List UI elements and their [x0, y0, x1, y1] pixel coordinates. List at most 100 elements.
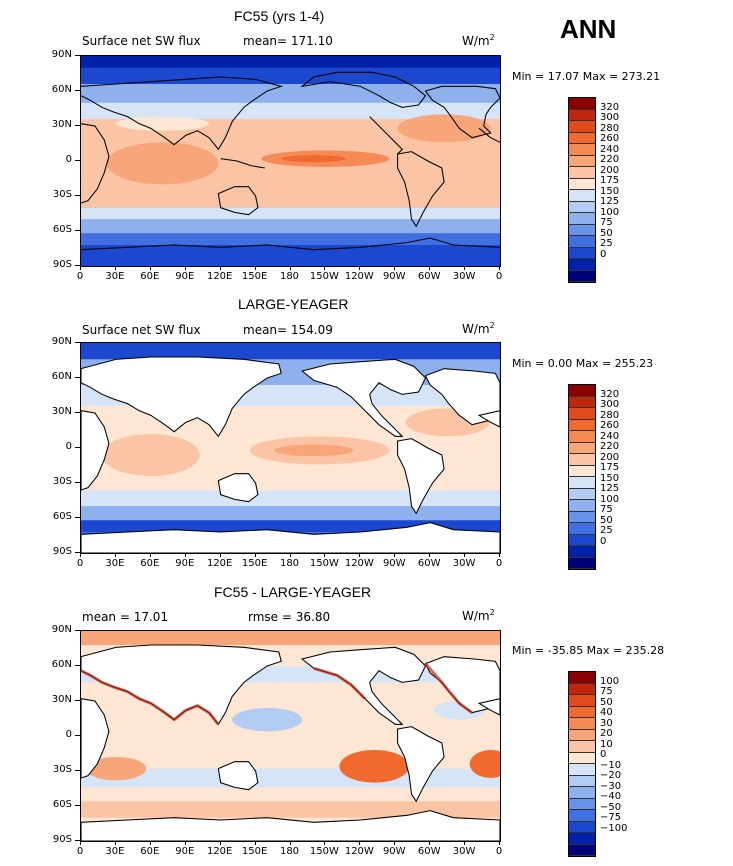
panel-3-lon-tick-mark — [289, 841, 291, 845]
panel-1-colorbar-boxes — [568, 97, 596, 283]
panel-3-lon-tick-label: 120W — [344, 846, 374, 857]
panel-3-lat-tick-label: 90N — [51, 624, 72, 635]
panel-2-title: LARGE-YEAGER — [238, 296, 349, 312]
panel-1-lat-tick-mark — [75, 265, 80, 266]
panel-3-colorbar-label: −50 — [600, 801, 622, 813]
panel-2-lat-tick-mark — [75, 482, 80, 483]
panel-2-lon-tick-label: 120W — [344, 558, 374, 569]
panel-1-antarctic-band — [81, 245, 500, 266]
panel-2-lon-tick-mark — [324, 553, 326, 557]
panel-3-lat-tick-mark — [75, 700, 80, 701]
panel-3-lat-tick-mark — [75, 630, 80, 631]
panel-3-lon-tick-mark — [499, 841, 500, 845]
panel-2-lat-tick-mark — [75, 412, 80, 413]
colorbar-swatch — [569, 764, 595, 776]
panel-3-lon-tick-mark — [219, 841, 221, 845]
panel-2-colorbar-label: 200 — [600, 451, 620, 463]
panel-2-indian-ocean-maximum — [101, 434, 200, 476]
panel-1-lat-tick-label: 90S — [52, 259, 72, 270]
panel-3-arctic-band — [81, 631, 500, 645]
panel-2-colorbar-label: 240 — [600, 430, 620, 442]
panel-1-coast-antarctica — [81, 237, 500, 251]
panel-2-mean-label: mean= 154.09 — [243, 323, 333, 337]
panel-2-lat-tick-label: 0 — [65, 441, 72, 452]
panel-2-lat-tick-mark — [75, 517, 80, 518]
panel-2-colorbar-label: 150 — [600, 472, 620, 484]
panel-1-south-midlat-band — [81, 219, 500, 234]
season-label: ANN — [560, 14, 617, 44]
panel-3-map-svg — [81, 631, 500, 841]
panel-3-colorbar-label: 20 — [600, 728, 613, 739]
panel-3-lon-tick-label: 0 — [495, 846, 503, 857]
panel-3-lon-tick-label: 120E — [206, 846, 233, 857]
panel-1-lon-tick-label: 30W — [452, 271, 476, 282]
panel-3-lon-tick-label: 150E — [241, 846, 268, 857]
colorbar-swatch — [569, 224, 595, 236]
panel-1-middle-east-band — [115, 116, 210, 131]
panel-3-coastal-positive-edges — [81, 662, 473, 726]
panel-1-colorbar-label: 25 — [600, 238, 613, 249]
panel-2-lat-tick-mark — [75, 342, 80, 343]
panel-1-colorbar-label: 300 — [600, 112, 620, 123]
panel-1-mean-label: mean= 171.10 — [243, 34, 333, 48]
panel-1-colorbar-label: 320 — [600, 101, 620, 113]
panel-1-lon-tick-mark — [499, 266, 500, 270]
panel-1-lat-tick-label: 30N — [51, 119, 72, 130]
panel-1-colorbar-label: 75 — [600, 217, 613, 228]
panel-3-lon-tick-label: 30E — [105, 846, 125, 857]
panel-2-lon-tick-mark — [499, 553, 500, 557]
panel-1-lat-tick-label: 0 — [65, 154, 72, 165]
colorbar-swatch — [569, 213, 595, 225]
panel-2-lon-tick-label: 180 — [279, 558, 300, 569]
panel-2-land-north-america — [300, 358, 427, 437]
panel-2-pacific-core — [274, 444, 354, 457]
panel-2-colorbar-label: 320 — [600, 388, 620, 400]
panel-2-lon-tick-label: 150E — [241, 558, 268, 569]
panel-1-lat-tick-mark — [75, 160, 80, 161]
panel-2-lon-tick-label: 150W — [309, 558, 339, 569]
panel-2-lon-tick-mark — [394, 553, 396, 557]
panel-1-lat-tick-mark — [75, 55, 80, 56]
colorbar-swatch — [569, 488, 595, 500]
panel-2-lon-tick-mark — [149, 553, 151, 557]
panel-1-lon-tick-mark — [219, 266, 221, 270]
panel-1-colorbar-label: 50 — [600, 227, 613, 239]
panel-1-colorbar-label: 100 — [600, 206, 620, 218]
colorbar-swatch — [569, 259, 595, 271]
panel-2-lon-tick-label: 0 — [495, 558, 503, 569]
panel-1-units: W/m2 — [462, 33, 495, 48]
panel-3-colorbar-label: 50 — [600, 696, 613, 708]
panel-2-lon-tick-label: 60W — [417, 558, 441, 569]
panel-2-lon-tick-mark — [359, 553, 361, 557]
colorbar-swatch — [569, 178, 595, 190]
panel-2-variable-label: Surface net SW flux — [82, 323, 201, 337]
panel-3-colorbar-label: −75 — [600, 812, 622, 823]
colorbar-swatch — [569, 477, 595, 489]
colorbar-swatch — [569, 167, 595, 179]
panel-1-map-svg — [81, 56, 500, 266]
panel-3-rmse-label: rmse = 36.80 — [248, 610, 331, 624]
colorbar-swatch — [569, 511, 595, 523]
panel-1-colorbar-label: 280 — [600, 122, 620, 134]
panel-1-colorbar-label: 0 — [600, 248, 607, 260]
panel-1-coast-africa-west — [478, 127, 500, 143]
colorbar-swatch — [569, 729, 595, 741]
panel-3-units: W/m2 — [462, 608, 495, 623]
colorbar-swatch — [569, 546, 595, 558]
panel-2-lon-tick-label: 90E — [175, 558, 195, 569]
panel-2-lon-tick-mark — [289, 553, 291, 557]
panel-3-west-pacific-negative — [232, 708, 303, 732]
panel-2-units: W/m2 — [462, 321, 495, 336]
panel-3-colorbar: 100 75 50 40 30 20 10 0 −10 −20 −30 −40 −50 −75 −100 — [568, 671, 627, 857]
panel-1-coastlines — [81, 71, 500, 251]
panel-1-lat-tick-label: 60N — [51, 84, 72, 95]
panel-1-coast-africa-east — [81, 123, 110, 204]
panel-1-coast-south-america — [397, 151, 445, 228]
panel-1-colorbar-label: 220 — [600, 154, 620, 165]
panel-3-lon-tick-label: 90W — [382, 846, 406, 857]
colorbar-swatch — [569, 557, 595, 569]
panel-3-lat-tick-label: 30N — [51, 694, 72, 705]
panel-1-atlantic-maximum — [397, 114, 491, 143]
panel-3-colorbar-label: 10 — [600, 738, 613, 750]
panel-3-colorbar-label: 75 — [600, 686, 613, 697]
